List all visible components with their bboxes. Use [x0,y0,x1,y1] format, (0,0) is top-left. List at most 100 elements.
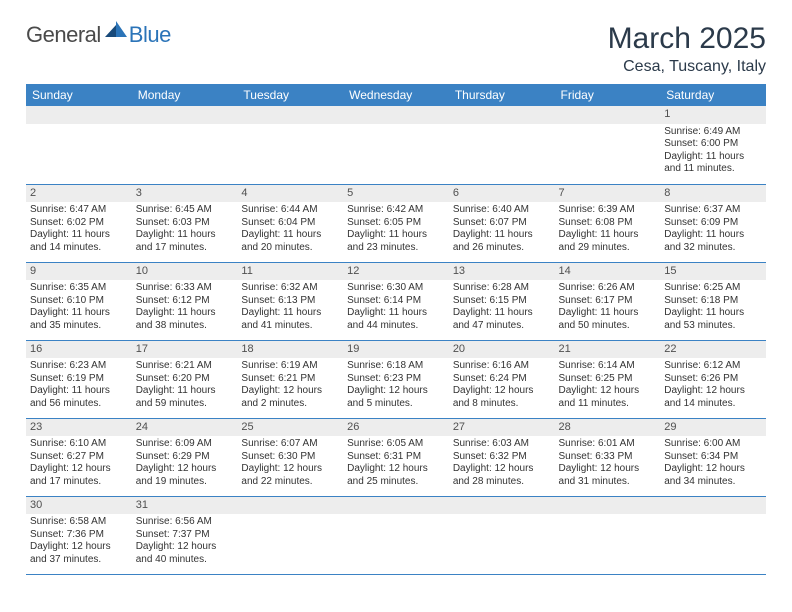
sunset-text: Sunset: 6:10 PM [30,295,128,308]
daylight1-text: Daylight: 12 hours [664,385,762,398]
calendar-cell: 23Sunrise: 6:10 AMSunset: 6:27 PMDayligh… [26,418,132,496]
daylight2-text: and 11 minutes. [664,163,762,176]
daylight2-text: and 38 minutes. [136,320,234,333]
calendar-row: 23Sunrise: 6:10 AMSunset: 6:27 PMDayligh… [26,418,766,496]
day-number: 15 [660,263,766,281]
daylight2-text: and 11 minutes. [559,398,657,411]
daylight2-text: and 14 minutes. [664,398,762,411]
daylight2-text: and 50 minutes. [559,320,657,333]
daylight1-text: Daylight: 12 hours [241,385,339,398]
day-number [555,497,661,515]
calendar-cell [237,106,343,184]
sunrise-text: Sunrise: 6:19 AM [241,360,339,373]
daylight1-text: Daylight: 12 hours [136,541,234,554]
calendar-cell: 4Sunrise: 6:44 AMSunset: 6:04 PMDaylight… [237,184,343,262]
calendar-cell: 14Sunrise: 6:26 AMSunset: 6:17 PMDayligh… [555,262,661,340]
day-number: 4 [237,185,343,203]
calendar-cell [555,496,661,574]
logo-text-blue: Blue [129,22,171,48]
calendar-cell: 9Sunrise: 6:35 AMSunset: 6:10 PMDaylight… [26,262,132,340]
sunrise-text: Sunrise: 6:42 AM [347,204,445,217]
month-title: March 2025 [608,22,766,56]
sunrise-text: Sunrise: 6:18 AM [347,360,445,373]
daylight1-text: Daylight: 12 hours [664,463,762,476]
sunset-text: Sunset: 6:27 PM [30,451,128,464]
sunrise-text: Sunrise: 6:33 AM [136,282,234,295]
day-number [660,497,766,515]
sunrise-text: Sunrise: 6:23 AM [30,360,128,373]
daylight1-text: Daylight: 11 hours [347,229,445,242]
sunset-text: Sunset: 6:15 PM [453,295,551,308]
sunrise-text: Sunrise: 6:32 AM [241,282,339,295]
calendar-cell: 6Sunrise: 6:40 AMSunset: 6:07 PMDaylight… [449,184,555,262]
daylight2-text: and 53 minutes. [664,320,762,333]
sunset-text: Sunset: 6:18 PM [664,295,762,308]
sunrise-text: Sunrise: 6:35 AM [30,282,128,295]
calendar-cell: 27Sunrise: 6:03 AMSunset: 6:32 PMDayligh… [449,418,555,496]
sunrise-text: Sunrise: 6:58 AM [30,516,128,529]
calendar-cell [26,106,132,184]
daylight1-text: Daylight: 11 hours [453,307,551,320]
daylight1-text: Daylight: 11 hours [136,229,234,242]
sunset-text: Sunset: 6:03 PM [136,217,234,230]
location: Cesa, Tuscany, Italy [608,58,766,76]
logo-text-general: General [26,22,101,48]
daylight2-text: and 17 minutes. [136,242,234,255]
calendar-cell: 7Sunrise: 6:39 AMSunset: 6:08 PMDaylight… [555,184,661,262]
day-number: 23 [26,419,132,437]
day-header: Saturday [660,84,766,106]
day-header: Thursday [449,84,555,106]
sunset-text: Sunset: 7:36 PM [30,529,128,542]
sunrise-text: Sunrise: 6:00 AM [664,438,762,451]
sunset-text: Sunset: 6:09 PM [664,217,762,230]
sunset-text: Sunset: 6:23 PM [347,373,445,386]
sunrise-text: Sunrise: 6:25 AM [664,282,762,295]
day-number: 12 [343,263,449,281]
sunset-text: Sunset: 6:32 PM [453,451,551,464]
daylight1-text: Daylight: 12 hours [136,463,234,476]
day-number: 3 [132,185,238,203]
logo-flag-icon [105,21,127,44]
sunset-text: Sunset: 6:00 PM [664,138,762,151]
daylight2-text: and 35 minutes. [30,320,128,333]
sunset-text: Sunset: 6:33 PM [559,451,657,464]
daylight1-text: Daylight: 12 hours [30,463,128,476]
sunset-text: Sunset: 6:34 PM [664,451,762,464]
sunrise-text: Sunrise: 6:30 AM [347,282,445,295]
calendar-cell: 17Sunrise: 6:21 AMSunset: 6:20 PMDayligh… [132,340,238,418]
calendar-cell: 24Sunrise: 6:09 AMSunset: 6:29 PMDayligh… [132,418,238,496]
day-number: 14 [555,263,661,281]
calendar-cell [449,496,555,574]
daylight1-text: Daylight: 12 hours [453,385,551,398]
calendar-cell: 18Sunrise: 6:19 AMSunset: 6:21 PMDayligh… [237,340,343,418]
daylight2-text: and 14 minutes. [30,242,128,255]
daylight2-text: and 34 minutes. [664,476,762,489]
day-number: 31 [132,497,238,515]
daylight1-text: Daylight: 11 hours [241,229,339,242]
sunrise-text: Sunrise: 6:12 AM [664,360,762,373]
calendar-cell: 19Sunrise: 6:18 AMSunset: 6:23 PMDayligh… [343,340,449,418]
day-header: Sunday [26,84,132,106]
sunset-text: Sunset: 6:31 PM [347,451,445,464]
calendar-cell: 15Sunrise: 6:25 AMSunset: 6:18 PMDayligh… [660,262,766,340]
daylight1-text: Daylight: 11 hours [136,307,234,320]
daylight2-text: and 26 minutes. [453,242,551,255]
header-row: General Blue March 2025 Cesa, Tuscany, I… [26,22,766,76]
calendar-cell [237,496,343,574]
logo: General Blue [26,22,171,48]
daylight1-text: Daylight: 12 hours [30,541,128,554]
daylight1-text: Daylight: 11 hours [559,229,657,242]
calendar-body: 1Sunrise: 6:49 AMSunset: 6:00 PMDaylight… [26,106,766,574]
calendar-row: 1Sunrise: 6:49 AMSunset: 6:00 PMDaylight… [26,106,766,184]
daylight2-text: and 5 minutes. [347,398,445,411]
calendar-cell: 30Sunrise: 6:58 AMSunset: 7:36 PMDayligh… [26,496,132,574]
sunrise-text: Sunrise: 6:14 AM [559,360,657,373]
calendar-cell: 1Sunrise: 6:49 AMSunset: 6:00 PMDaylight… [660,106,766,184]
sunset-text: Sunset: 6:19 PM [30,373,128,386]
day-number [237,497,343,515]
calendar-cell: 2Sunrise: 6:47 AMSunset: 6:02 PMDaylight… [26,184,132,262]
calendar-page: General Blue March 2025 Cesa, Tuscany, I… [0,0,792,585]
daylight2-text: and 37 minutes. [30,554,128,567]
sunset-text: Sunset: 6:07 PM [453,217,551,230]
day-number: 9 [26,263,132,281]
